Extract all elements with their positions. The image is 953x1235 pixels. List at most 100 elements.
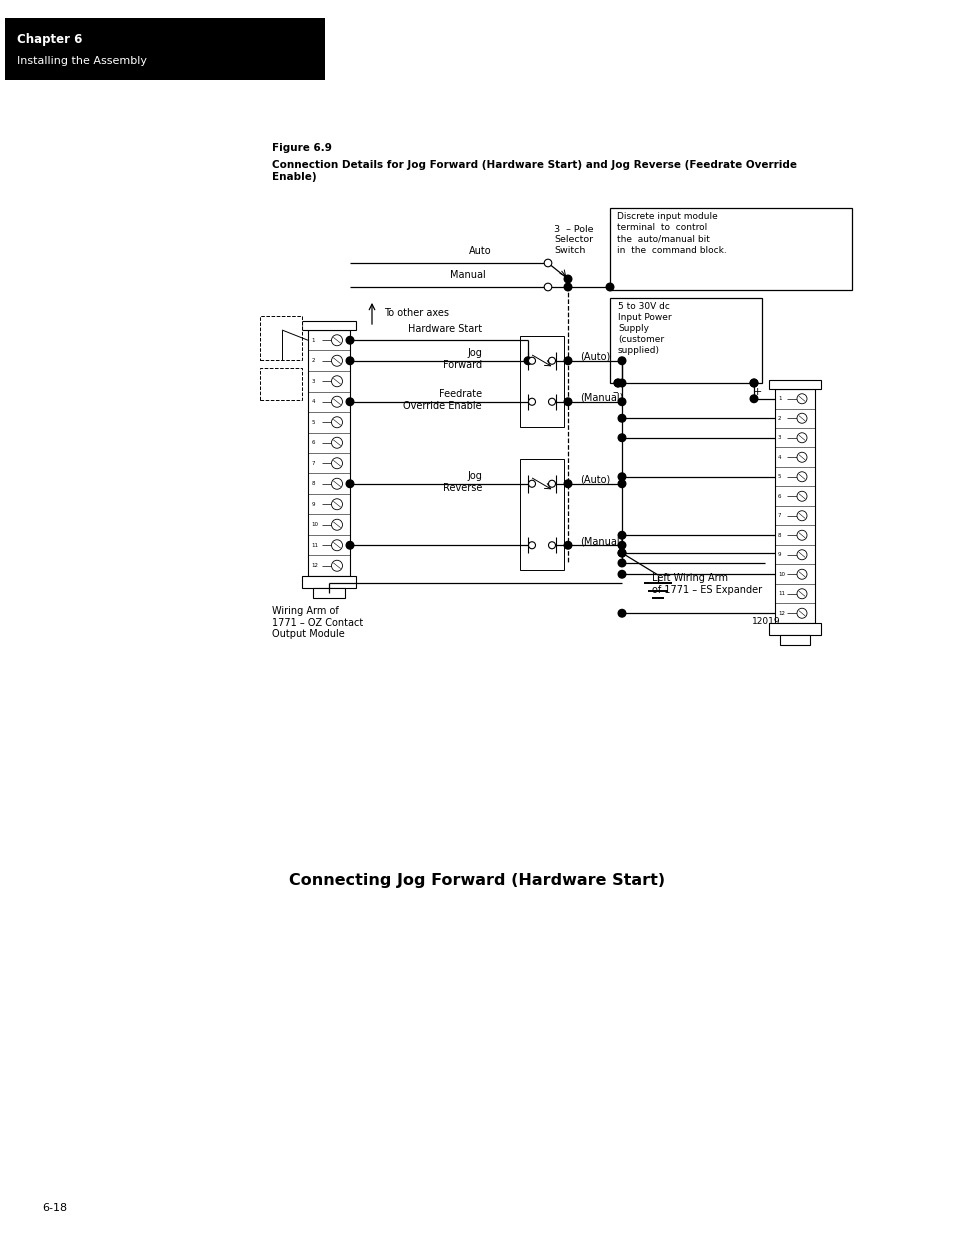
Circle shape (563, 480, 571, 488)
Text: +: + (752, 387, 761, 396)
Circle shape (548, 357, 555, 364)
Circle shape (331, 519, 342, 530)
Bar (308, 330, 350, 576)
Text: 12: 12 (312, 563, 318, 568)
Circle shape (618, 550, 625, 557)
Bar (609, 207, 851, 290)
Circle shape (331, 540, 342, 551)
Text: 5 to 30V dc
Input Power
Supply
(customer
supplied): 5 to 30V dc Input Power Supply (customer… (618, 303, 671, 356)
Text: 6: 6 (312, 440, 314, 446)
Bar (260, 368, 302, 400)
Text: Discrete input module
terminal  to  control
the  auto/manual bit
in  the  comman: Discrete input module terminal to contro… (617, 212, 726, 256)
Circle shape (331, 478, 342, 489)
Text: 2: 2 (778, 416, 781, 421)
Circle shape (618, 531, 625, 538)
Circle shape (331, 396, 342, 408)
Circle shape (528, 398, 535, 405)
Text: 8: 8 (778, 532, 781, 537)
Circle shape (796, 414, 806, 424)
Text: Feedrate
Override Enable: Feedrate Override Enable (403, 389, 481, 410)
Bar (768, 380, 821, 389)
Circle shape (346, 336, 354, 345)
Circle shape (563, 283, 571, 290)
Text: 1: 1 (778, 396, 781, 401)
Circle shape (796, 492, 806, 501)
Bar (768, 622, 821, 635)
Text: 11: 11 (778, 592, 784, 597)
Text: 6-18: 6-18 (42, 1203, 67, 1213)
Text: 4: 4 (312, 399, 314, 404)
Circle shape (331, 375, 342, 387)
Circle shape (796, 530, 806, 540)
Circle shape (796, 609, 806, 619)
Circle shape (331, 356, 342, 367)
Circle shape (618, 473, 625, 480)
Circle shape (614, 379, 621, 387)
Circle shape (543, 259, 551, 267)
Circle shape (618, 379, 625, 387)
Circle shape (796, 511, 806, 521)
Circle shape (618, 571, 625, 578)
Text: 5: 5 (778, 474, 781, 479)
Text: 7: 7 (312, 461, 314, 466)
Circle shape (543, 283, 551, 290)
Text: Installing the Assembly: Installing the Assembly (17, 56, 147, 65)
Circle shape (749, 395, 757, 403)
Circle shape (548, 542, 555, 548)
Text: 3: 3 (778, 435, 781, 440)
Text: 5: 5 (312, 420, 314, 425)
Bar (302, 321, 355, 330)
Text: To other axes: To other axes (384, 308, 449, 317)
Text: 9: 9 (778, 552, 781, 557)
Text: 11: 11 (312, 542, 318, 548)
Circle shape (331, 437, 342, 448)
Bar (519, 458, 563, 571)
Circle shape (331, 561, 342, 572)
Circle shape (796, 394, 806, 404)
Bar (519, 336, 563, 427)
Text: Jog
Reverse: Jog Reverse (442, 471, 481, 493)
Text: 12019: 12019 (751, 618, 780, 626)
Circle shape (618, 398, 625, 405)
Circle shape (618, 609, 625, 618)
Circle shape (346, 398, 354, 405)
Text: 7: 7 (778, 514, 781, 519)
Circle shape (331, 416, 342, 427)
Circle shape (528, 542, 535, 548)
Circle shape (618, 415, 625, 422)
Circle shape (618, 541, 625, 550)
Text: 9: 9 (312, 501, 314, 506)
Bar (774, 389, 814, 622)
Text: Chapter 6: Chapter 6 (17, 33, 82, 46)
Bar (313, 588, 345, 598)
Circle shape (563, 398, 571, 405)
Circle shape (563, 357, 571, 364)
Text: 1: 1 (312, 337, 314, 343)
Bar (260, 316, 302, 359)
Circle shape (548, 480, 555, 488)
Text: Figure 6.9: Figure 6.9 (272, 143, 332, 153)
Text: 3  – Pole
Selector
Switch: 3 – Pole Selector Switch (554, 225, 593, 254)
Circle shape (523, 357, 531, 364)
Text: 2: 2 (312, 358, 314, 363)
Text: 10: 10 (312, 522, 318, 527)
Circle shape (346, 541, 354, 550)
Circle shape (618, 480, 625, 488)
Circle shape (331, 499, 342, 510)
Bar (302, 576, 355, 588)
Circle shape (796, 569, 806, 579)
Text: Wiring Arm of
1771 – OZ Contact
Output Module: Wiring Arm of 1771 – OZ Contact Output M… (272, 606, 363, 640)
Circle shape (618, 433, 625, 442)
Text: (Manual): (Manual) (579, 536, 622, 546)
Bar (780, 635, 809, 645)
Text: (Auto): (Auto) (579, 352, 610, 362)
Circle shape (796, 550, 806, 559)
Circle shape (331, 458, 342, 469)
Circle shape (796, 589, 806, 599)
Circle shape (796, 452, 806, 462)
Circle shape (528, 480, 535, 488)
Text: Left Wiring Arm
of 1771 – ES Expander: Left Wiring Arm of 1771 – ES Expander (651, 573, 761, 594)
Circle shape (548, 398, 555, 405)
Circle shape (614, 379, 621, 387)
Bar (609, 298, 761, 383)
